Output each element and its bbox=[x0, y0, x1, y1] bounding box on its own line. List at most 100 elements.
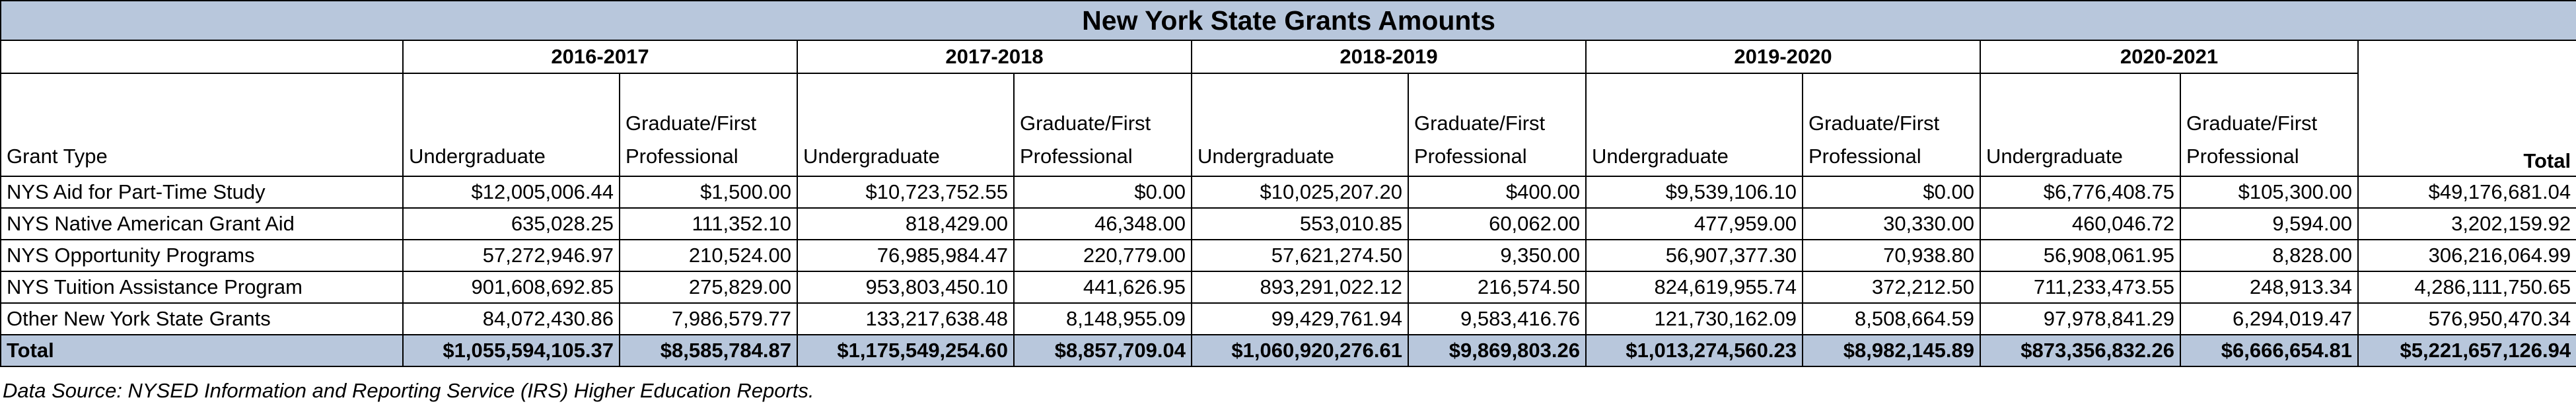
amount: 56,907,377.30 bbox=[1585, 239, 1803, 272]
amount: 6,294,019.47 bbox=[2180, 302, 2359, 335]
column-header: Total bbox=[2357, 40, 2576, 177]
amount: 60,062.00 bbox=[1408, 207, 1587, 240]
amount: $9,539,106.10 bbox=[1585, 176, 1803, 209]
total-amount: $8,982,145.89 bbox=[1802, 334, 1981, 367]
column-header: Graduate/First Professional bbox=[1013, 73, 1192, 177]
amount: $105,300.00 bbox=[2180, 176, 2359, 209]
amount: 553,010.85 bbox=[1191, 207, 1409, 240]
column-header: Undergraduate bbox=[402, 73, 620, 177]
data-row: NYS Native American Grant Aid 635,028.25 1… bbox=[0, 207, 2576, 240]
grant-type: Other New York State Grants bbox=[0, 302, 404, 335]
title-row: New York State Grants Amounts bbox=[0, 0, 2576, 41]
amount: 9,350.00 bbox=[1408, 239, 1587, 272]
amount: 57,621,274.50 bbox=[1191, 239, 1409, 272]
amount: 893,291,022.12 bbox=[1191, 271, 1409, 304]
amount: 441,626.95 bbox=[1013, 271, 1192, 304]
total-amount: $873,356,832.26 bbox=[1980, 334, 2181, 367]
amount: $10,723,752.55 bbox=[797, 176, 1015, 209]
amount: 46,348.00 bbox=[1013, 207, 1192, 240]
table-title: New York State Grants Amounts bbox=[0, 0, 2576, 41]
amount: 3,202,159.92 bbox=[2357, 207, 2576, 240]
amount: $6,776,408.75 bbox=[1980, 176, 2181, 209]
amount: 8,828.00 bbox=[2180, 239, 2359, 272]
total-amount: $9,869,803.26 bbox=[1408, 334, 1587, 367]
amount: 30,330.00 bbox=[1802, 207, 1981, 240]
amount: 9,583,416.76 bbox=[1408, 302, 1587, 335]
amount: 818,429.00 bbox=[797, 207, 1015, 240]
data-row: NYS Opportunity Programs 57,272,946.97 210… bbox=[0, 239, 2576, 272]
total-amount: $8,585,784.87 bbox=[619, 334, 798, 367]
amount: 220,779.00 bbox=[1013, 239, 1192, 272]
grant-type: NYS Native American Grant Aid bbox=[0, 207, 404, 240]
total-amount: $6,666,654.81 bbox=[2180, 334, 2359, 367]
year-header: 2017-2018 bbox=[797, 40, 1192, 74]
amount: 56,908,061.95 bbox=[1980, 239, 2181, 272]
amount: 76,985,984.47 bbox=[797, 239, 1015, 272]
total-label: Total bbox=[0, 334, 404, 367]
amount: 460,046.72 bbox=[1980, 207, 2181, 240]
amount: $0.00 bbox=[1802, 176, 1981, 209]
year-header: 2016-2017 bbox=[402, 40, 798, 74]
year-row: 2016-2017 2017-2018 2018-2019 2019-2020 2020… bbox=[0, 40, 2576, 177]
amount: $12,005,006.44 bbox=[402, 176, 620, 209]
amount: 84,072,430.86 bbox=[402, 302, 620, 335]
amount: 711,233,473.55 bbox=[1980, 271, 2181, 304]
amount: 121,730,162.09 bbox=[1585, 302, 1803, 335]
amount: 97,978,841.29 bbox=[1980, 302, 2181, 335]
grant-type: NYS Tuition Assistance Program bbox=[0, 271, 404, 304]
total-amount: $5,221,657,126.94 bbox=[2357, 334, 2576, 367]
amount: 210,524.00 bbox=[619, 239, 798, 272]
amount: 901,608,692.85 bbox=[402, 271, 620, 304]
amount: 824,619,955.74 bbox=[1585, 271, 1803, 304]
amount: 216,574.50 bbox=[1408, 271, 1587, 304]
grant-type: NYS Opportunity Programs bbox=[0, 239, 404, 272]
year-header: 2019-2020 bbox=[1585, 40, 1981, 74]
amount: $49,176,681.04 bbox=[2357, 176, 2576, 209]
column-header: Undergraduate bbox=[1191, 73, 1409, 177]
amount: 248,913.34 bbox=[2180, 271, 2359, 304]
footnote: Data Source: NYSED Information and Repor… bbox=[3, 379, 814, 402]
grants-table: New York State Grants Amounts 2016-2017 20… bbox=[0, 0, 2576, 367]
amount: $1,500.00 bbox=[619, 176, 798, 209]
column-header: Undergraduate bbox=[1980, 73, 2181, 177]
data-row: NYS Tuition Assistance Program 901,608,69… bbox=[0, 271, 2576, 304]
year-header: 2018-2019 bbox=[1191, 40, 1587, 74]
column-header: Undergraduate bbox=[797, 73, 1015, 177]
subheader-row: Grant Type Undergraduate Graduate/First Pr… bbox=[0, 73, 2576, 177]
amount: 4,286,111,750.65 bbox=[2357, 271, 2576, 304]
amount: 70,938.80 bbox=[1802, 239, 1981, 272]
empty-cell bbox=[0, 40, 404, 74]
year-header: 2020-2021 bbox=[1980, 40, 2359, 74]
amount: $0.00 bbox=[1013, 176, 1192, 209]
amount: 9,594.00 bbox=[2180, 207, 2359, 240]
amount: 275,829.00 bbox=[619, 271, 798, 304]
total-amount: $1,013,274,560.23 bbox=[1585, 334, 1803, 367]
amount: 372,212.50 bbox=[1802, 271, 1981, 304]
column-header: Graduate/First Professional bbox=[1802, 73, 1981, 177]
amount: 8,508,664.59 bbox=[1802, 302, 1981, 335]
amount: $10,025,207.20 bbox=[1191, 176, 1409, 209]
amount: 57,272,946.97 bbox=[402, 239, 620, 272]
amount: $400.00 bbox=[1408, 176, 1587, 209]
total-amount: $1,060,920,276.61 bbox=[1191, 334, 1409, 367]
amount: 477,959.00 bbox=[1585, 207, 1803, 240]
total-amount: $8,857,709.04 bbox=[1013, 334, 1192, 367]
total-amount: $1,175,549,254.60 bbox=[797, 334, 1015, 367]
amount: 953,803,450.10 bbox=[797, 271, 1015, 304]
column-header: Undergraduate bbox=[1585, 73, 1803, 177]
total-amount: $1,055,594,105.37 bbox=[402, 334, 620, 367]
column-header: Graduate/First Professional bbox=[619, 73, 798, 177]
amount: 576,950,470.34 bbox=[2357, 302, 2576, 335]
total-row: Total $1,055,594,105.37 $8,585,784.87 $1,17… bbox=[0, 334, 2576, 367]
amount: 99,429,761.94 bbox=[1191, 302, 1409, 335]
grant-type: NYS Aid for Part-Time Study bbox=[0, 176, 404, 209]
amount: 7,986,579.77 bbox=[619, 302, 798, 335]
amount: 306,216,064.99 bbox=[2357, 239, 2576, 272]
data-row: NYS Aid for Part-Time Study $12,005,006.4… bbox=[0, 176, 2576, 209]
amount: 8,148,955.09 bbox=[1013, 302, 1192, 335]
column-header: Graduate/First Professional bbox=[2180, 73, 2359, 177]
column-header: Graduate/First Professional bbox=[1408, 73, 1587, 177]
amount: 133,217,638.48 bbox=[797, 302, 1015, 335]
amount: 635,028.25 bbox=[402, 207, 620, 240]
